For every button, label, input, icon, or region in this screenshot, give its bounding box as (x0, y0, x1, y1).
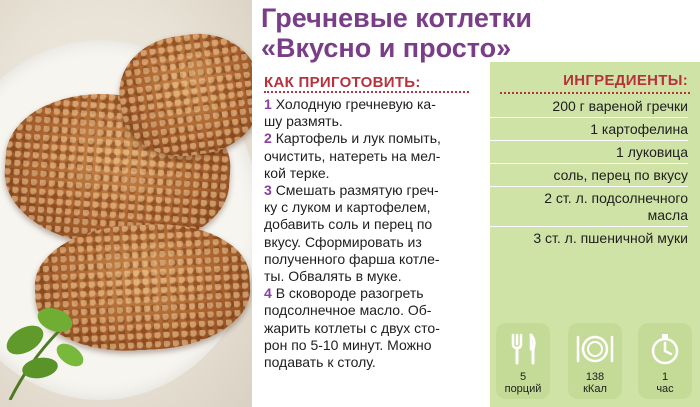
time-unit: час (656, 383, 674, 395)
servings-unit: порций (504, 383, 542, 395)
title-line-2: «Вкусно и просто» (261, 33, 512, 63)
ingredient-item: 1 картофелина (490, 118, 688, 141)
calories-unit: кКал (583, 383, 607, 395)
ingredient-item: соль, перец по вкусу (490, 164, 688, 187)
step-number: 1 (264, 96, 272, 112)
calories-value: 138 (585, 371, 605, 383)
recipe-title: Гречневые котлетки «Вкусно и просто» (261, 3, 532, 63)
how-to-heading: КАК ПРИГОТОВИТЬ: (264, 74, 421, 91)
step-number: 3 (264, 182, 272, 199)
servings-value: 5 (519, 371, 527, 383)
ingredients-heading: ИНГРЕДИЕНТЫ: (563, 72, 688, 89)
heading-divider (500, 92, 690, 94)
servings-badge: 5 порций (496, 323, 550, 399)
step-number: 2 (264, 130, 272, 147)
ingredient-item: 2 ст. л. подсолнечного масла (490, 187, 688, 227)
heading-divider (264, 91, 469, 93)
fork-knife-icon (511, 333, 536, 365)
step-text: Холодную гречневую ка- шу размять. (264, 96, 436, 130)
step-text: В сковороде разогреть подсолнечное масло… (264, 285, 440, 371)
ingredient-item: 3 ст. л. пшеничной муки (533, 230, 688, 246)
steps-list: 1 Холодную гречневую ка- шу размять. 2 Ка… (264, 96, 484, 371)
step-item: 1 Холодную гречневую ка- шу размять. (264, 96, 484, 130)
ingredients-list: 200 г вареной гречки 1 картофелина 1 луков… (490, 95, 688, 249)
step-item: 2 Картофель и лук помыть, очистить, нате… (264, 130, 484, 182)
step-text: Смешать размятую греч- ку с луком и карт… (264, 182, 440, 285)
step-number: 4 (264, 285, 272, 302)
time-value: 1 (661, 371, 669, 383)
step-text: Картофель и лук помыть, очистить, натере… (264, 130, 441, 181)
step-item: 4 В сковороде разогреть подсолнечное мас… (264, 285, 484, 371)
cutlets-photo (0, 0, 252, 407)
stopwatch-icon (651, 334, 679, 365)
title-line-1: Гречневые котлетки (261, 3, 532, 33)
ingredient-item: 1 луковица (490, 141, 688, 164)
time-badge: 1 час (638, 323, 692, 399)
plate-icon (576, 335, 614, 363)
calories-badge: 138 кКал (568, 323, 622, 399)
step-item: 3 Смешать размятую греч- ку с луком и ка… (264, 182, 484, 285)
parsley-garnish (6, 307, 84, 400)
ingredient-item: 200 г вареной гречки (490, 95, 688, 118)
